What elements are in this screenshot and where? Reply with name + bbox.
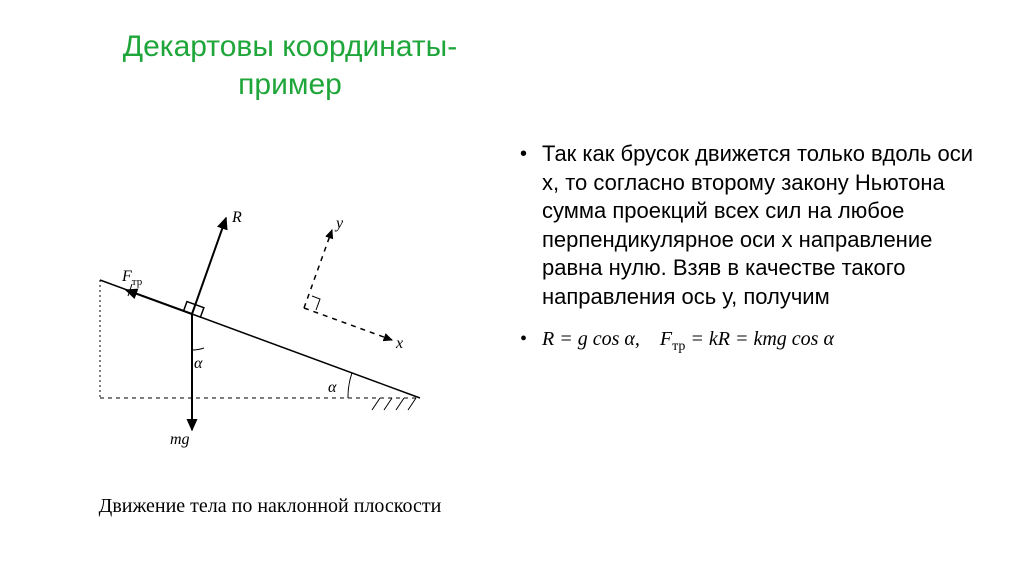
diagram-caption: Движение тела по наклонной плоскости	[60, 495, 480, 518]
label-mg: mg	[170, 431, 190, 448]
formula: R = g cos α, Fтр = kR = kmg cos α	[542, 326, 834, 356]
vector-ftr	[126, 290, 192, 314]
incline-diagram: R Fтр mg α α y x	[80, 200, 460, 480]
label-x: x	[395, 335, 403, 352]
angle-arc-base	[348, 373, 352, 398]
axis-y	[304, 230, 332, 308]
bullet-icon: •	[520, 140, 542, 168]
axis-x	[304, 308, 392, 340]
body-text: • Так как брусок движется только вдоль о…	[520, 140, 980, 356]
label-alpha-block: α	[194, 355, 203, 372]
slide-title: Декартовы координаты-пример	[120, 28, 460, 103]
label-ftr: Fтр	[121, 268, 143, 288]
label-r: R	[231, 209, 242, 226]
label-y: y	[334, 215, 344, 232]
bullet-icon: •	[520, 326, 542, 353]
vector-r	[192, 218, 226, 314]
paragraph: Так как брусок движется только вдоль оси…	[542, 140, 980, 312]
angle-arc-block	[192, 348, 204, 350]
label-alpha-base: α	[328, 379, 337, 396]
ground-hatch	[372, 398, 416, 410]
